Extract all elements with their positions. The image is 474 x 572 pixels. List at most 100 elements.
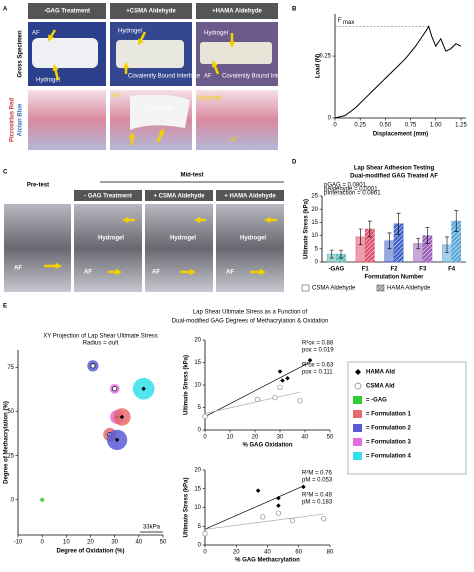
legend-swatch: [353, 410, 362, 418]
error-bar: [387, 232, 392, 250]
photo: [145, 204, 213, 292]
y-tick-label: 0: [198, 543, 202, 549]
point: [254, 396, 261, 403]
point: [272, 394, 278, 401]
stat-note: R²M = 0.49: [302, 493, 333, 499]
x-axis-label: Formulation Number: [364, 275, 424, 281]
x-tick-label: 1.00: [430, 123, 442, 129]
arrow-head: [228, 41, 236, 48]
column-header: -GAG Treatment: [44, 9, 90, 15]
point: [276, 495, 281, 501]
point: [275, 510, 282, 516]
arrow-head: [128, 132, 136, 139]
annotation: Hydrogel: [198, 96, 222, 102]
panel-label: E: [3, 304, 7, 310]
specimen: [32, 38, 98, 68]
photo: [196, 90, 278, 150]
stat-note: pox = 0.111: [302, 370, 333, 376]
point: [114, 437, 120, 443]
y-tick-label: 0: [315, 260, 319, 266]
y-tick-label: 10: [311, 233, 318, 239]
y-tick-label: 5: [198, 524, 202, 530]
point: [119, 414, 125, 420]
x-axis-label: Displacement (mm): [373, 132, 428, 138]
x-tick-label: 10: [227, 435, 234, 441]
y-tick-label: 50: [7, 409, 14, 415]
legend-label: = Formulation 2: [366, 426, 412, 432]
photo: [216, 204, 284, 292]
arrow-head: [115, 268, 122, 276]
point: [90, 363, 96, 369]
legend-label: CSMA Aldehyde: [312, 286, 356, 292]
annotation: AF: [226, 270, 234, 276]
fmax-subscript: max: [343, 20, 354, 26]
arrow-head: [264, 216, 271, 224]
bar-hatch: [451, 221, 461, 262]
fit-line: [204, 391, 301, 414]
section-label: Mid-test: [181, 173, 204, 179]
annotation: AF: [230, 138, 238, 144]
error-bar: [329, 249, 334, 259]
section-label: Pre-test: [27, 183, 49, 189]
x-tick-label: -GAG: [329, 267, 345, 273]
section-subtitle: Dual-modified GAG Degrees of Methacrylat…: [172, 319, 328, 325]
column-header-bg: [196, 3, 278, 19]
x-tick-label: 1.25: [455, 123, 467, 129]
panel-label: D: [292, 160, 297, 166]
y-tick-label: 0: [11, 497, 15, 503]
point: [112, 386, 118, 392]
annotation: Covalently Bound Interface: [222, 74, 295, 80]
y-tick-label: 15: [311, 220, 318, 226]
arrow-head: [55, 262, 62, 270]
column-header: - GAG Treatment: [84, 194, 132, 200]
bar-hatch: [422, 235, 433, 262]
arrow-head: [211, 60, 218, 68]
y-axis-label: Ultimate Stress (kPa): [184, 477, 190, 537]
error-bar: [339, 249, 344, 259]
annotation: AF: [152, 270, 160, 276]
point: [280, 378, 285, 383]
fit-line: [204, 485, 304, 530]
row-label: Gross Specimen: [18, 30, 24, 78]
y-tick-label: 5: [315, 246, 319, 252]
point: [260, 514, 266, 520]
point: [297, 398, 303, 404]
x-axis-label: % GAG Methacrylation: [235, 558, 300, 564]
annotation: AF: [32, 31, 40, 37]
x-tick-label: 0: [40, 540, 44, 546]
point: [276, 503, 281, 508]
x-tick-label: 0.75: [405, 123, 417, 129]
fit-line: [204, 513, 324, 530]
column-header: +HAMA Aldehyde: [212, 9, 262, 15]
column-header-bg: [74, 190, 142, 201]
arrow-head: [52, 64, 59, 72]
panel-label: C: [3, 170, 8, 176]
chart-subtitle: Radius = σult: [83, 341, 119, 347]
chart-title: XY Projection of Lap Shear Ultimate Stre…: [43, 334, 158, 340]
y-tick-label: 0: [198, 428, 202, 434]
annotation: AF: [14, 266, 22, 272]
hydrogel-region: [130, 94, 190, 130]
legend-swatch: [301, 284, 310, 292]
x-tick-label: F2: [390, 267, 398, 273]
legend-swatch: [353, 438, 362, 446]
annotation: AF: [204, 74, 212, 80]
bar-hatch: [394, 223, 404, 262]
row-label: Picrosirius Red: [10, 98, 16, 142]
legend-marker: [354, 382, 362, 390]
x-tick-label: F1: [362, 267, 370, 273]
point: [202, 531, 208, 537]
x-tick-label: 20: [87, 540, 94, 546]
photo: [4, 204, 71, 292]
legend-swatch: [353, 452, 362, 460]
y-tick-label: 10: [194, 383, 201, 389]
annotation: AF: [84, 270, 92, 276]
x-tick-label: -10: [14, 540, 23, 546]
arrow-head: [122, 62, 130, 69]
stat-note: R²ox = 0.63: [302, 363, 334, 369]
arrow-head: [189, 268, 196, 276]
point: [277, 369, 283, 374]
annotation: Covalently Bound Interface: [128, 74, 201, 80]
y-axis-label: Ultimate Stress (kPa): [304, 199, 310, 259]
y-tick-label: 25: [7, 453, 14, 459]
